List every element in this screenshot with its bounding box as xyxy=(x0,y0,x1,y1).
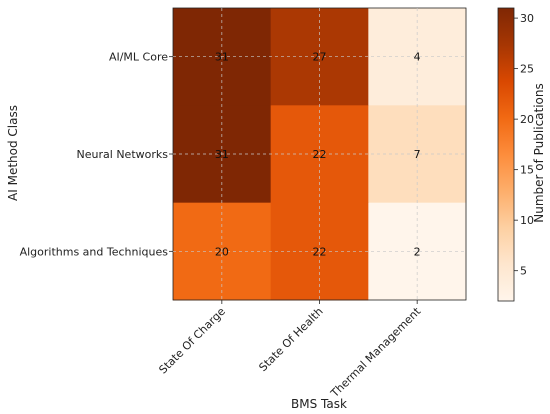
y-tick-label: Neural Networks xyxy=(77,148,169,161)
cell-value: 7 xyxy=(414,148,421,161)
colorbar-tick-label: 15 xyxy=(520,164,534,177)
cell-value: 31 xyxy=(215,51,229,64)
colorbar-tick-label: 25 xyxy=(520,63,534,76)
x-axis-label: BMS Task xyxy=(291,397,347,411)
cell-value: 20 xyxy=(215,245,229,258)
cell-value: 22 xyxy=(313,148,327,161)
x-tick-label: Thermal Management xyxy=(328,304,424,400)
cell-value: 2 xyxy=(414,245,421,258)
cell-value: 31 xyxy=(215,148,229,161)
colorbar-tick-label: 10 xyxy=(520,214,534,227)
gridlines xyxy=(173,8,466,300)
y-axis-label: AI Method Class xyxy=(6,105,20,201)
y-tick-label: Algorithms and Techniques xyxy=(20,245,169,258)
colorbar-tick-label: 5 xyxy=(520,265,527,278)
y-tick-label: AI/ML Core xyxy=(109,51,168,64)
cell-value: 22 xyxy=(313,245,327,258)
colorbar-ticks: 5 10 15 20 25 30 xyxy=(514,12,534,278)
cell-value: 4 xyxy=(414,51,421,64)
x-tick-labels: State Of Charge State Of Health Thermal Ma… xyxy=(156,300,424,401)
cell-value-labels: 31 27 431 22 720 22 2 xyxy=(215,51,421,259)
cell-value: 27 xyxy=(313,51,327,64)
colorbar-label: Number of Publications xyxy=(532,83,546,223)
y-tick-labels: AI/ML Core Neural Networks Algorithms and … xyxy=(20,51,173,258)
x-tick-label: State Of Health xyxy=(256,305,325,374)
colorbar-tick-label: 20 xyxy=(520,113,534,126)
x-tick-label: State Of Charge xyxy=(156,305,228,377)
colorbar xyxy=(497,7,515,302)
colorbar-tick-label: 30 xyxy=(520,12,534,25)
